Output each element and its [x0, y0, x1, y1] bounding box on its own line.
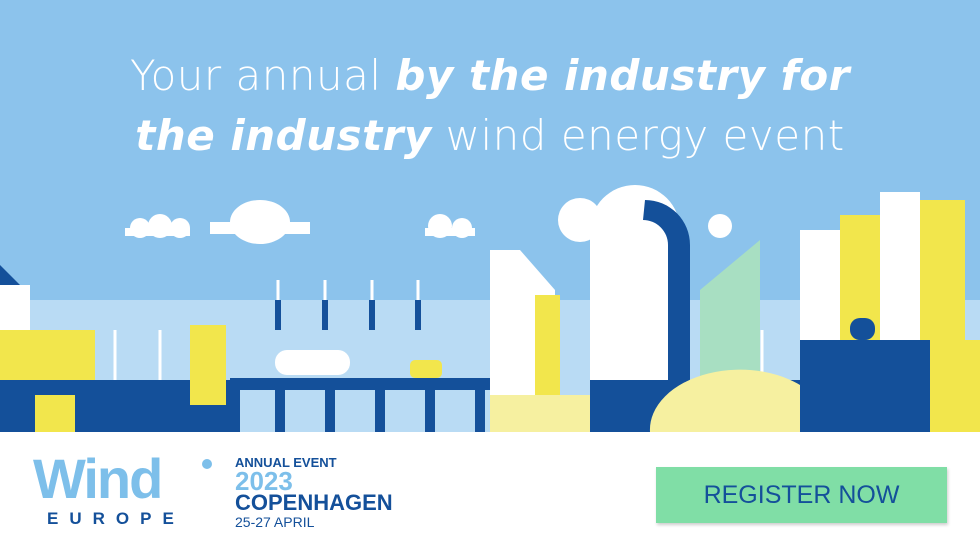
windeurope-logo: Wind — [33, 447, 163, 510]
event-label: ANNUAL EVENT — [235, 455, 337, 470]
event-year: 2023 — [235, 466, 293, 496]
headline-text: wind energy event — [431, 111, 845, 160]
event-dates: 25-27 APRIL — [235, 514, 315, 530]
headline: Your annual by the industry for the indu… — [0, 46, 980, 166]
register-now-button[interactable]: REGISTER NOW — [656, 467, 947, 523]
windeurope-logo-subtitle: EUROPE — [47, 509, 185, 528]
headline-emphasis: by the industry for — [395, 51, 850, 100]
clouds — [125, 198, 732, 244]
headline-text: Your annual — [130, 51, 396, 100]
logo-dot — [202, 459, 212, 469]
city-skyline-illustration — [0, 185, 980, 432]
event-city: COPENHAGEN — [235, 490, 393, 515]
headline-emphasis: the industry — [135, 111, 432, 160]
